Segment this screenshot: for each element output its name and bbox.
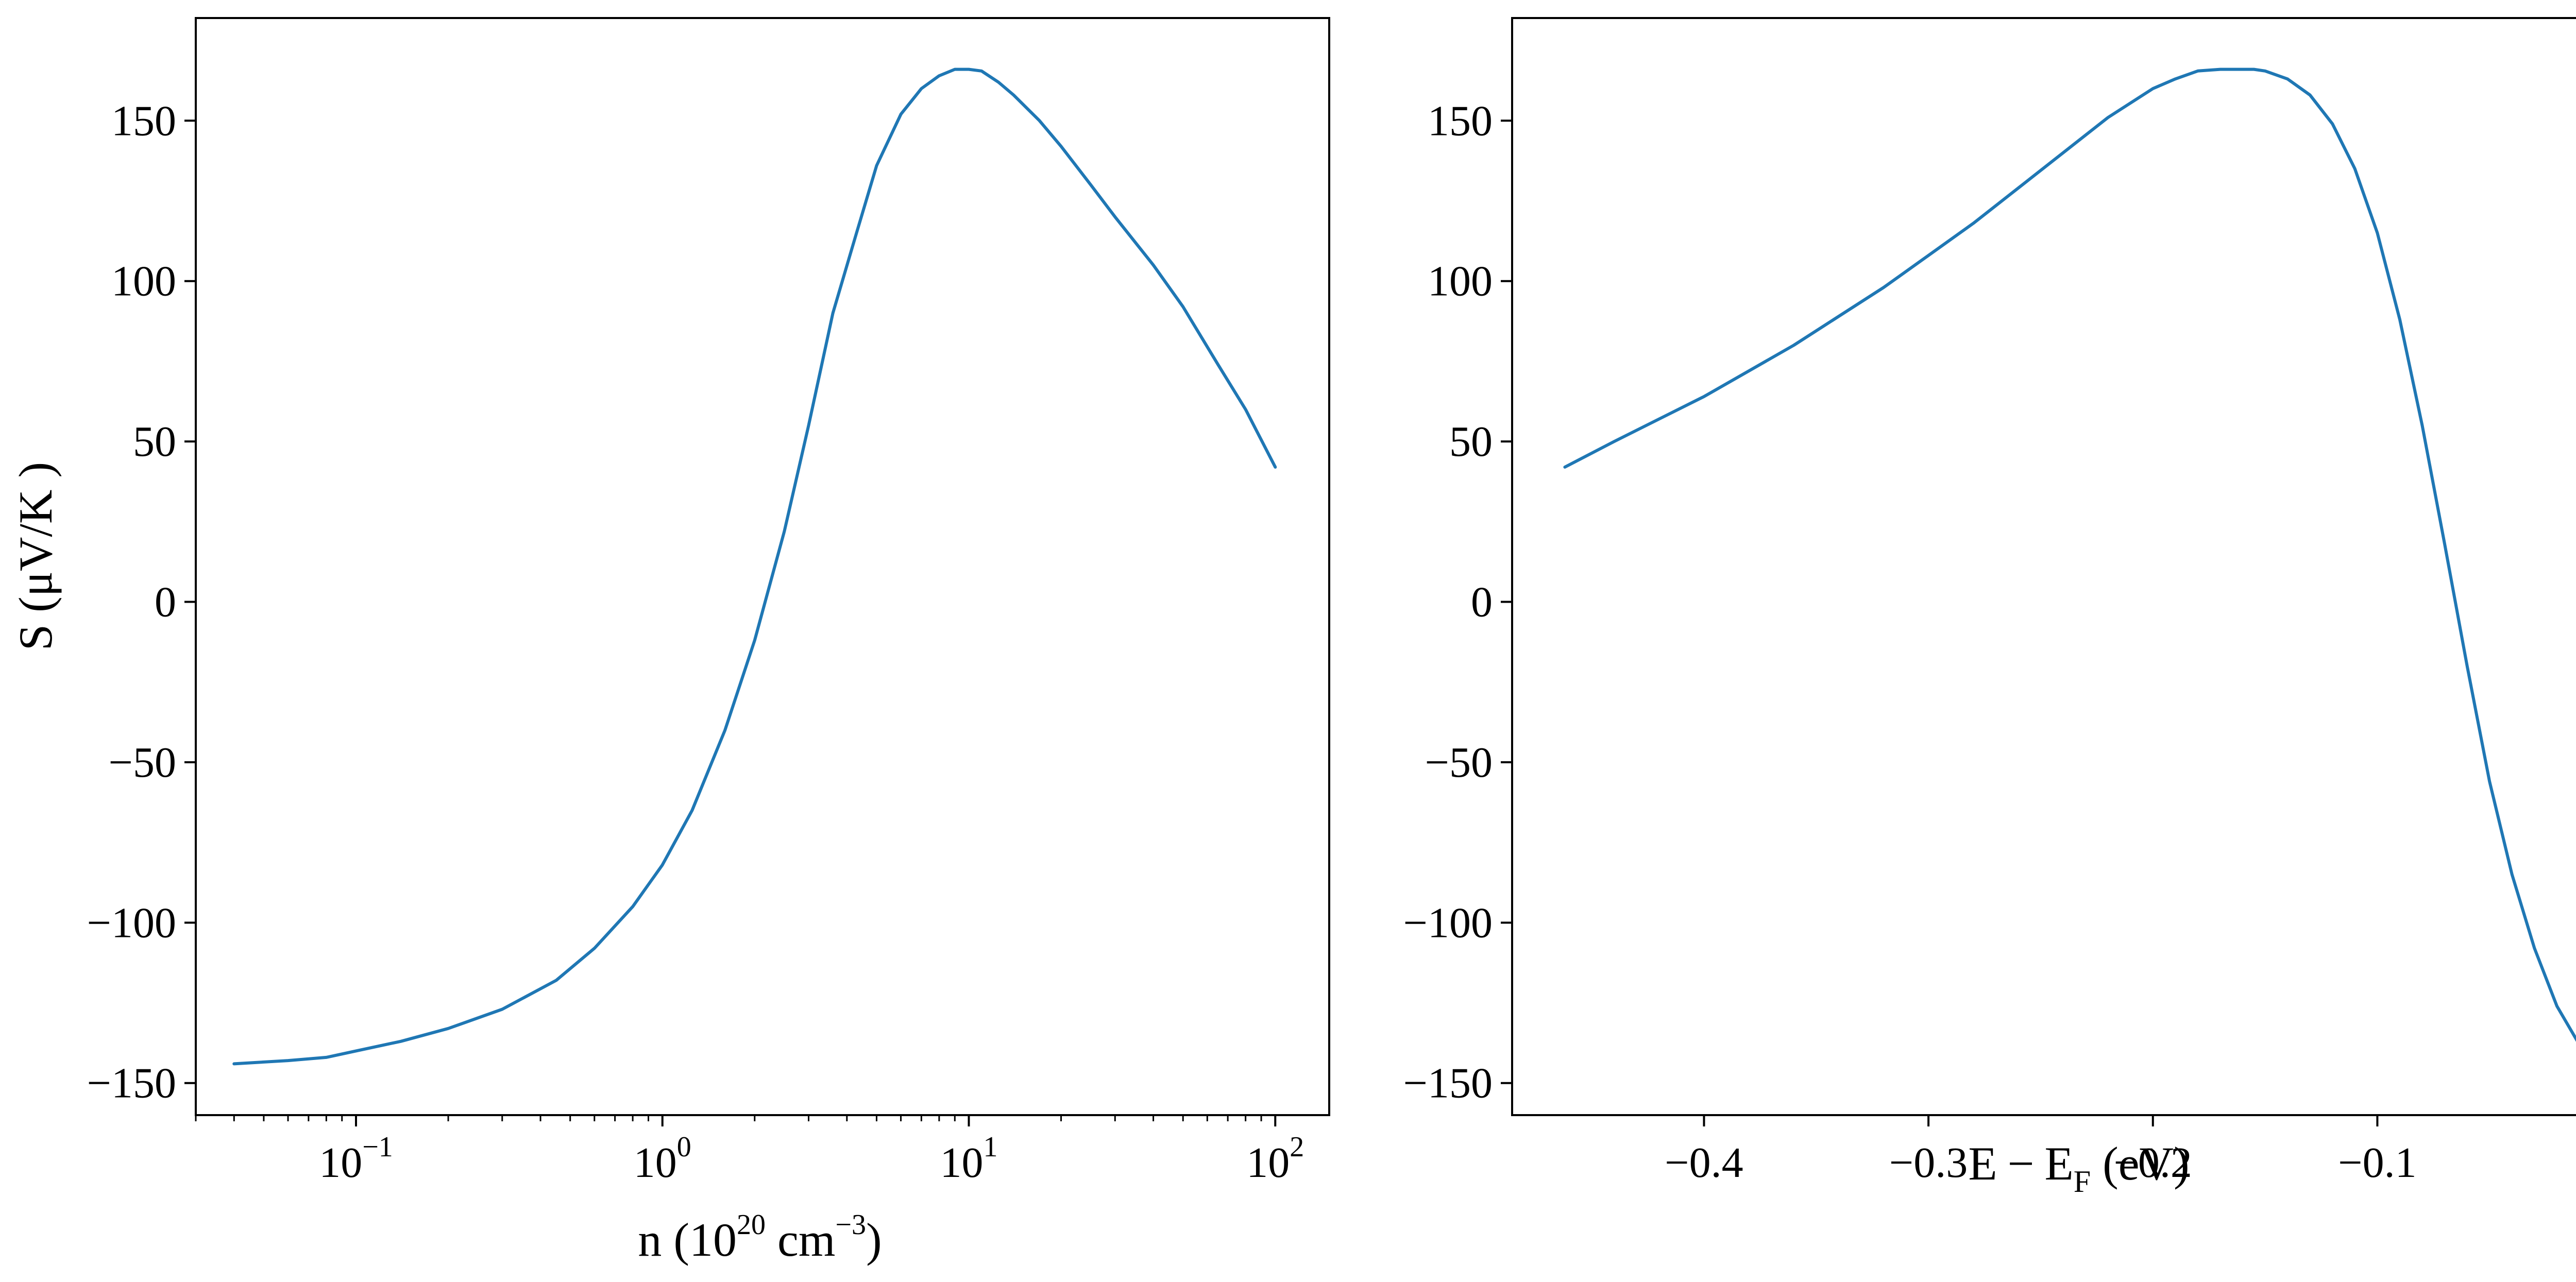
right-y-tick-label: −50	[1425, 739, 1493, 787]
left-x-tick-label: 102	[1246, 1131, 1304, 1187]
right-axes-frame	[1511, 17, 2576, 1116]
right-series-line-0	[1563, 67, 2576, 1042]
right-y-tick-label: 150	[1428, 97, 1493, 145]
left-x-tick-label: 10−1	[319, 1131, 393, 1187]
left-y-axis-label: S (μV/K )	[9, 462, 62, 651]
left-axes-frame	[195, 17, 1330, 1116]
right-y-tick-label: 0	[1471, 578, 1493, 626]
right-x-tick-label: 0.0	[2575, 1139, 2576, 1187]
right-x-axis-label: E − EF (eV)	[1968, 1137, 2189, 1199]
right-x-tick-label: −0.1	[2338, 1139, 2416, 1187]
left-y-tick-label: 100	[111, 258, 176, 305]
right-x-tick-label: −0.2	[2114, 1139, 2192, 1187]
left-y-tick-label: 150	[111, 97, 176, 145]
left-plot-area: −150 −100 −50 0 50 100 150 10−1 100 101 102	[87, 17, 1330, 1187]
left-chart: −150 −100 −50 0 50 100 150 10−1 100 101 102 n (102…	[9, 17, 1330, 1266]
right-y-tick-label: 50	[1449, 418, 1493, 466]
left-x-tick-label: 100	[634, 1131, 691, 1187]
right-plot-area: −150 −100 −50 0 50 100 150 −0.4 −0.3 −0.2 −0.1 0.0	[1403, 17, 2576, 1187]
left-x-tick-label: 101	[940, 1131, 998, 1187]
left-y-tick-label: −150	[87, 1059, 176, 1107]
right-x-tick-label: −0.4	[1665, 1139, 1743, 1187]
left-series-line-0	[232, 67, 1277, 1066]
right-chart: −150−100−50050100150−0.4−0.3−0.2−0.10.0 …	[1403, 17, 2576, 1199]
left-y-tick-label: −100	[87, 899, 176, 947]
left-y-tick-label: 50	[133, 418, 176, 466]
left-y-tick-label: 0	[155, 578, 176, 626]
right-y-tick-label: 100	[1428, 258, 1493, 305]
right-y-tick-label: −150	[1403, 1059, 1493, 1107]
left-y-tick-label: −50	[109, 739, 176, 787]
right-y-tick-label: −100	[1403, 899, 1493, 947]
left-x-axis-label: n (1020 cm−3)	[638, 1209, 882, 1266]
right-x-tick-label: −0.3	[1889, 1139, 1968, 1187]
